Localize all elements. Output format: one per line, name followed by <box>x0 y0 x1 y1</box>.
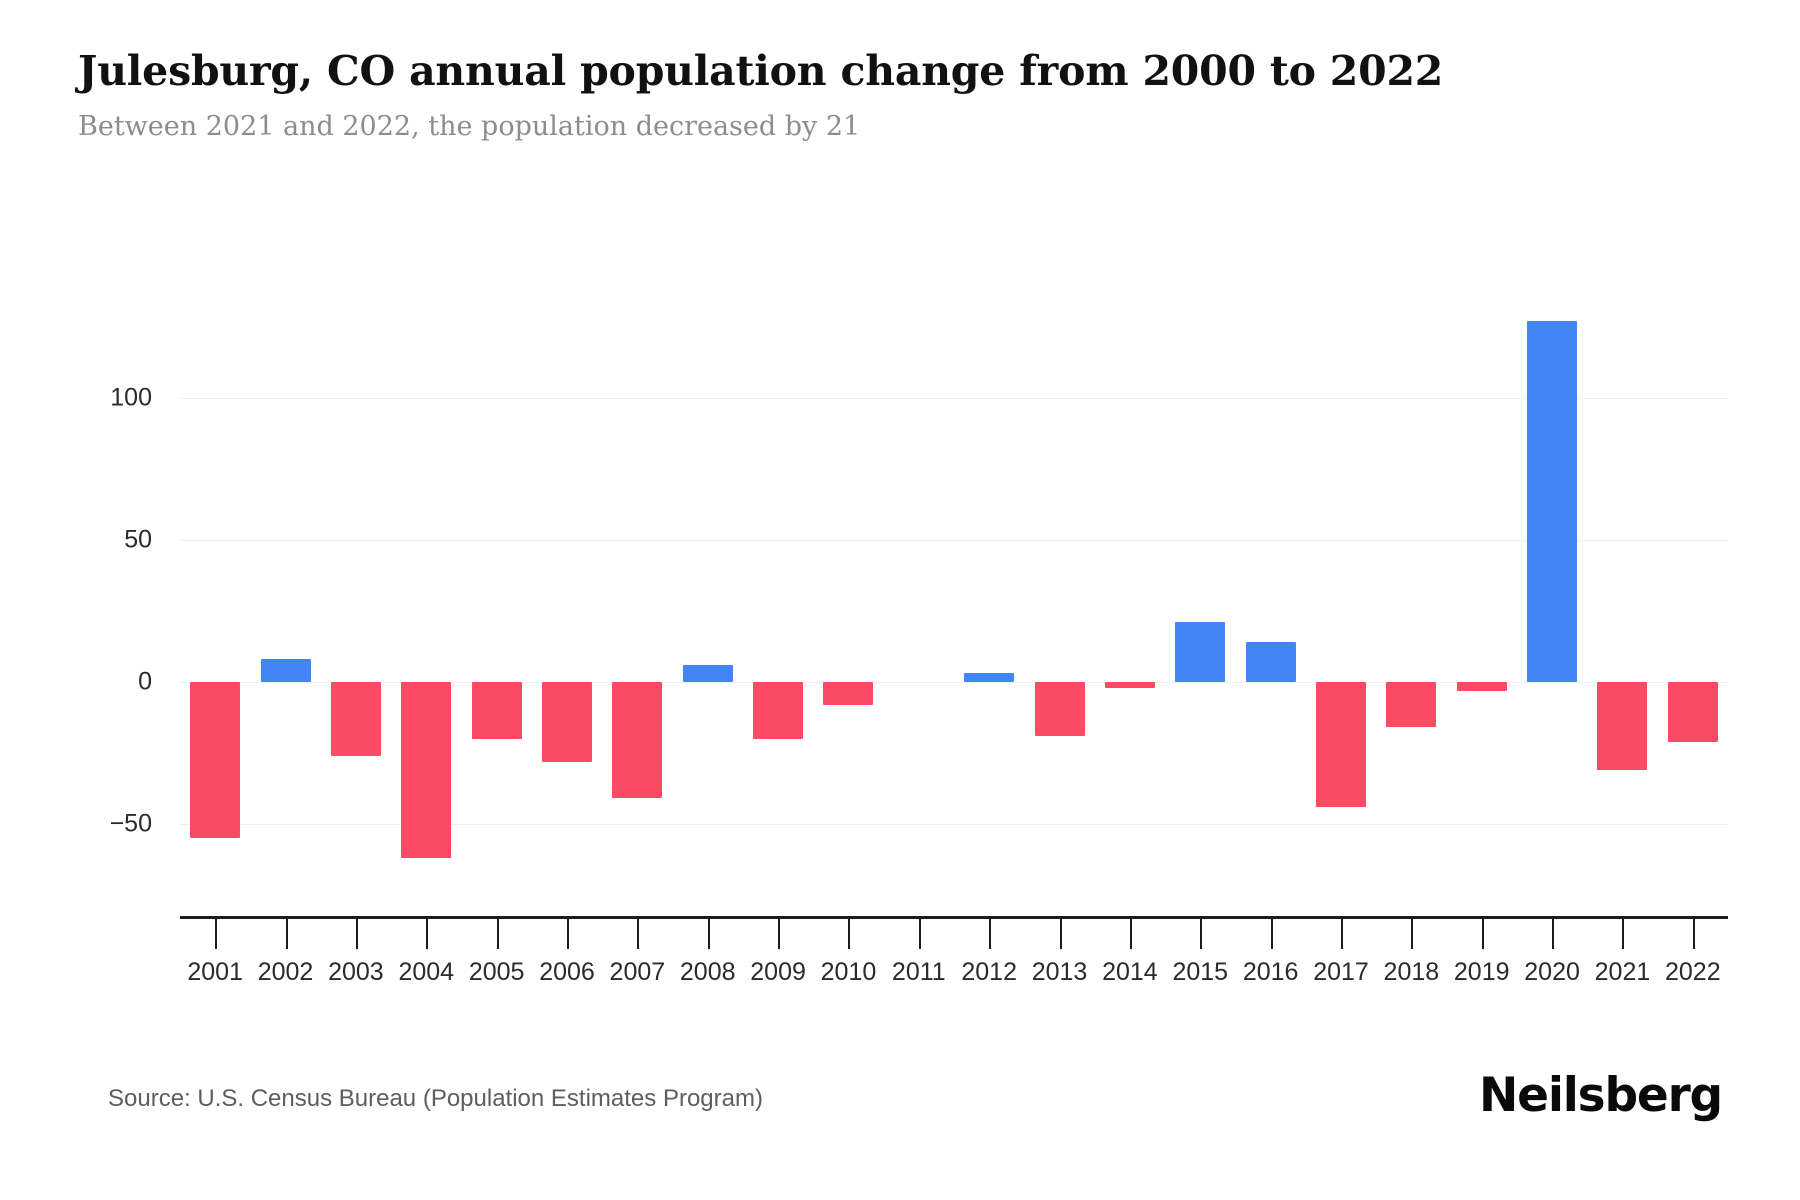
x-axis-label-2006: 2006 <box>539 958 595 986</box>
x-axis-label-2022: 2022 <box>1665 958 1721 986</box>
x-tick-2013 <box>1059 919 1062 949</box>
bar-2007[interactable] <box>612 682 663 799</box>
bar-2002[interactable] <box>260 659 311 682</box>
x-axis-label-2009: 2009 <box>750 958 806 986</box>
bar-2019[interactable] <box>1456 682 1507 691</box>
x-tick-2012 <box>989 919 992 949</box>
bar-2022[interactable] <box>1667 682 1718 742</box>
x-axis-label-2005: 2005 <box>468 958 525 986</box>
x-tick-2007 <box>637 919 640 949</box>
x-axis-label-2013: 2013 <box>1031 958 1088 986</box>
bar-2016[interactable] <box>1245 642 1296 682</box>
x-tick-2021 <box>1622 919 1625 949</box>
bar-2008[interactable] <box>682 664 733 682</box>
bar-2001[interactable] <box>190 682 241 839</box>
x-tick-2009 <box>778 919 781 949</box>
bar-2006[interactable] <box>542 682 592 762</box>
source-note: Source: U.S. Census Bureau (Population E… <box>108 1085 763 1112</box>
x-axis-label-2014: 2014 <box>1102 958 1158 986</box>
gridline--50 <box>180 824 1728 825</box>
brand-logo: Neilsberg <box>1479 1068 1723 1123</box>
x-axis-label-2002: 2002 <box>257 958 314 986</box>
x-tick-2005 <box>496 919 499 949</box>
bar-2017[interactable] <box>1316 682 1366 807</box>
x-tick-2001 <box>215 919 218 949</box>
x-tick-2019 <box>1481 919 1484 949</box>
x-tick-2008 <box>707 919 710 949</box>
x-tick-2015 <box>1200 919 1203 949</box>
page-title: Julesburg, CO annual population change f… <box>78 47 1444 95</box>
x-axis-label-2008: 2008 <box>679 958 736 986</box>
x-axis-label-2003: 2003 <box>328 958 384 986</box>
chart-header: Julesburg, CO annual population change f… <box>78 47 1678 144</box>
bar-2014[interactable] <box>1104 682 1155 688</box>
x-axis-label-2001: 2001 <box>187 958 243 986</box>
x-axis-label-2010: 2010 <box>820 958 877 986</box>
bar-2003[interactable] <box>330 682 381 756</box>
x-axis-label-2004: 2004 <box>398 958 455 986</box>
bar-2010[interactable] <box>823 682 874 705</box>
y-axis-label: 50 <box>124 525 152 554</box>
x-axis-label-2012: 2012 <box>961 958 1017 986</box>
x-axis-label-2011: 2011 <box>891 958 946 986</box>
bar-2005[interactable] <box>471 682 522 739</box>
x-tick-2022 <box>1692 919 1695 949</box>
x-tick-2004 <box>426 919 429 949</box>
x-tick-2014 <box>1129 919 1132 949</box>
gridline-0 <box>180 682 1728 683</box>
x-tick-2010 <box>848 919 851 949</box>
x-tick-2003 <box>355 919 358 949</box>
gridline-100 <box>180 398 1728 399</box>
x-tick-2006 <box>567 919 569 949</box>
bar-2015[interactable] <box>1175 622 1226 682</box>
x-axis-label-2019: 2019 <box>1453 958 1510 986</box>
y-axis-label: 100 <box>110 383 152 412</box>
gridline-50 <box>180 540 1728 541</box>
x-axis-label-2017: 2017 <box>1313 958 1369 986</box>
x-tick-2002 <box>285 919 288 949</box>
bar-2013[interactable] <box>1034 682 1085 736</box>
bar-2020[interactable] <box>1527 321 1578 682</box>
x-axis-label-2020: 2020 <box>1524 958 1580 986</box>
plot-area <box>180 250 1728 916</box>
bar-2012[interactable] <box>964 673 1015 682</box>
x-axis-label-2016: 2016 <box>1242 958 1299 986</box>
bar-2018[interactable] <box>1386 682 1437 728</box>
chart-subtitle: Between 2021 and 2022, the population de… <box>78 111 861 143</box>
y-axis-label: 0 <box>138 667 152 696</box>
bar-2009[interactable] <box>753 682 804 739</box>
x-tick-2020 <box>1552 919 1555 949</box>
x-axis-line <box>180 916 1728 919</box>
bar-2004[interactable] <box>401 682 452 859</box>
bar-2021[interactable] <box>1597 682 1648 771</box>
x-axis-label-2007: 2007 <box>609 958 666 986</box>
y-axis-label: −50 <box>109 809 152 838</box>
bars-group <box>180 250 1728 916</box>
x-tick-2017 <box>1341 919 1343 949</box>
x-tick-2018 <box>1411 919 1414 949</box>
x-axis-label-2021: 2021 <box>1594 958 1651 986</box>
x-axis-label-2015: 2015 <box>1172 958 1229 986</box>
x-tick-2016 <box>1270 919 1273 949</box>
x-tick-2011 <box>918 919 921 949</box>
x-axis-label-2018: 2018 <box>1383 958 1440 986</box>
